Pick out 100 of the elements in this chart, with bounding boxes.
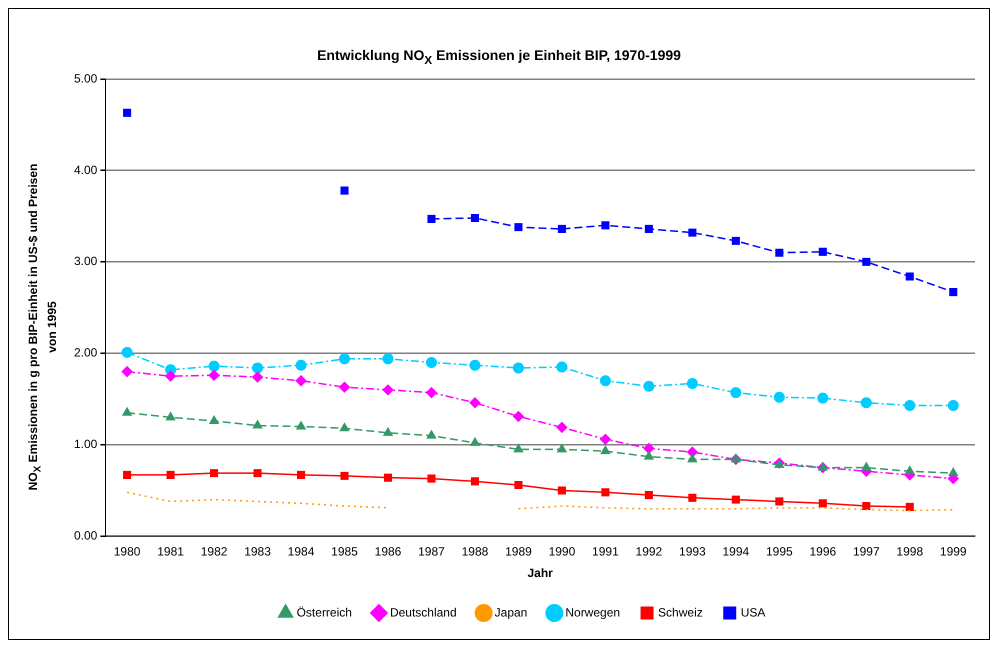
point [296, 375, 307, 386]
point [601, 488, 610, 496]
point [643, 442, 654, 454]
point [600, 375, 611, 386]
point [122, 366, 133, 378]
legend-label: Österreich [296, 605, 352, 620]
point [556, 422, 568, 433]
point [644, 491, 653, 500]
point [558, 224, 566, 233]
point [906, 272, 914, 281]
point [426, 356, 437, 368]
x-tick-label: 1999 [940, 544, 967, 559]
point [688, 494, 696, 502]
point [862, 502, 870, 510]
point [470, 214, 479, 222]
point [254, 469, 262, 478]
point [556, 362, 568, 373]
x-tick-label: 1990 [548, 544, 576, 559]
point [209, 415, 219, 424]
x-tick-label: 1983 [244, 544, 272, 559]
point [426, 387, 437, 398]
point [600, 434, 611, 445]
point [904, 466, 915, 474]
point [904, 400, 916, 411]
point [469, 360, 480, 371]
x-tick-label: 1992 [636, 544, 663, 559]
point [384, 474, 392, 482]
point [514, 223, 522, 232]
point [340, 422, 350, 432]
x-axis-title: Jahr [528, 566, 554, 580]
point [558, 486, 566, 495]
point [818, 462, 828, 471]
point [775, 497, 784, 506]
point [949, 288, 958, 296]
point [296, 360, 307, 371]
point [817, 392, 828, 404]
y-tick-label: 2.00 [74, 346, 98, 360]
point [296, 470, 306, 479]
point [252, 362, 264, 374]
x-tick-label: 1991 [592, 544, 620, 559]
point [818, 248, 827, 256]
point [643, 380, 654, 392]
point [514, 480, 522, 490]
x-tick-label: 1989 [505, 544, 532, 559]
legend-label: Schweiz [658, 605, 703, 620]
point [861, 462, 872, 471]
y-tick-label: 3.00 [74, 254, 98, 268]
point [686, 378, 698, 389]
x-tick-label: 1996 [809, 544, 836, 559]
x-tick-label: 1986 [374, 544, 402, 559]
point [123, 470, 132, 479]
y-tick-label: 4.00 [74, 162, 98, 177]
point [948, 400, 959, 411]
point [731, 454, 741, 462]
point [427, 214, 436, 223]
point [644, 224, 653, 233]
point [601, 221, 610, 230]
point [339, 353, 350, 364]
point [730, 387, 742, 398]
point [166, 470, 175, 479]
point [688, 228, 696, 237]
x-tick-label: 1997 [852, 544, 880, 559]
point [252, 372, 264, 383]
point [862, 258, 870, 266]
x-tick-label: 1987 [418, 544, 446, 559]
point [122, 346, 133, 358]
point [383, 427, 393, 436]
x-tick-label: 1988 [462, 544, 489, 559]
point [340, 186, 349, 195]
point [208, 370, 220, 381]
x-tick-label: 1984 [288, 544, 315, 559]
x-tick-label: 1982 [200, 544, 228, 559]
point [512, 410, 524, 422]
point [732, 496, 740, 504]
legend-label: Norwegen [565, 605, 620, 620]
point [775, 248, 784, 257]
legend-label: Japan [494, 605, 528, 620]
point [600, 446, 610, 454]
point [514, 444, 524, 452]
point [427, 474, 436, 483]
point [296, 420, 306, 430]
point [644, 451, 654, 460]
point [470, 477, 479, 486]
y-tick-label: 5.00 [74, 71, 98, 86]
point [382, 384, 394, 396]
point [860, 397, 872, 408]
x-tick-label: 1994 [722, 544, 750, 559]
x-tick-label: 1993 [679, 544, 706, 559]
point [774, 392, 785, 403]
chart-title: Entwicklung NO$_{X}$ Emissionen je Einheit BIP, 1970-1999 [316, 47, 682, 67]
y-tick-label: 0.00 [74, 528, 98, 543]
point [732, 236, 740, 245]
x-tick-label: 1980 [114, 544, 141, 559]
point [208, 360, 220, 372]
point [469, 397, 480, 408]
point [165, 370, 176, 382]
point [382, 353, 394, 364]
point [122, 407, 132, 416]
legend-label: USA [740, 605, 766, 620]
x-tick-label: 1981 [157, 544, 184, 559]
